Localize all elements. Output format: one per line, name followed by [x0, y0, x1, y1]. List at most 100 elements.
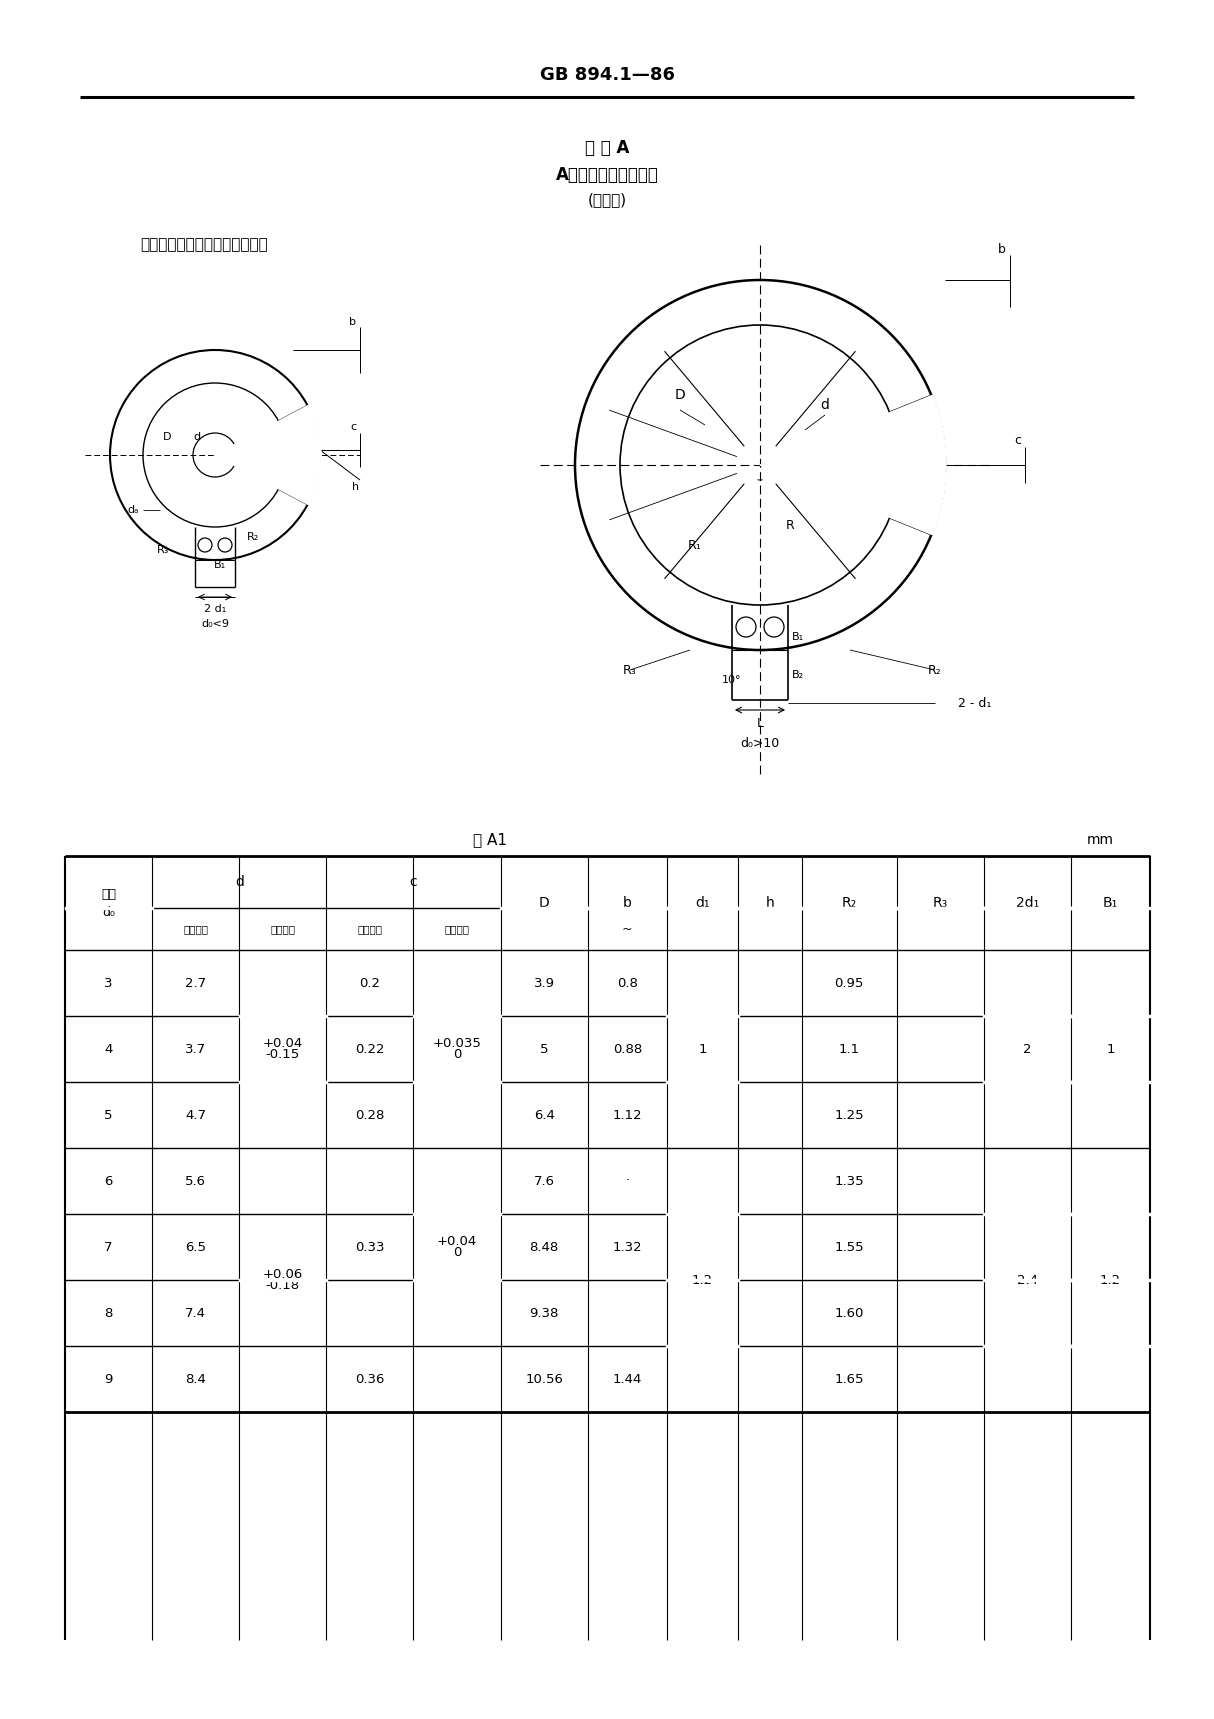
- Text: 0.28: 0.28: [356, 1109, 385, 1121]
- Text: 1.32: 1.32: [613, 1241, 642, 1253]
- Text: 8.48: 8.48: [529, 1241, 558, 1253]
- Text: ~: ~: [622, 923, 632, 935]
- Text: 1.12: 1.12: [613, 1109, 642, 1121]
- Text: d₁: d₁: [696, 896, 710, 909]
- Text: +0.06: +0.06: [262, 1269, 304, 1281]
- Text: 2.7: 2.7: [185, 976, 206, 990]
- Text: 3: 3: [104, 976, 113, 990]
- Text: 1.55: 1.55: [834, 1241, 864, 1253]
- Text: 10.56: 10.56: [526, 1372, 563, 1386]
- Text: 5: 5: [104, 1109, 113, 1121]
- Text: d: d: [821, 399, 829, 413]
- Text: GB 894.1—86: GB 894.1—86: [539, 65, 675, 84]
- Text: R₁: R₁: [688, 538, 702, 552]
- Text: 4.7: 4.7: [186, 1109, 206, 1121]
- Text: R: R: [785, 519, 794, 531]
- Text: R₃: R₃: [932, 896, 948, 909]
- Text: 0: 0: [453, 1246, 461, 1258]
- Text: 5: 5: [540, 1042, 549, 1055]
- Text: R₃: R₃: [157, 545, 169, 555]
- Text: 7.6: 7.6: [534, 1174, 555, 1188]
- Text: 2d₁: 2d₁: [1016, 896, 1039, 909]
- Text: 1.44: 1.44: [613, 1372, 642, 1386]
- Text: ·: ·: [625, 1174, 629, 1188]
- Text: h: h: [352, 481, 359, 492]
- Text: -0.15: -0.15: [266, 1049, 300, 1061]
- Text: 3.9: 3.9: [534, 976, 555, 990]
- Text: B₁: B₁: [1102, 896, 1118, 909]
- Text: c: c: [1015, 433, 1021, 447]
- Text: 4: 4: [104, 1042, 113, 1055]
- Text: 1: 1: [698, 1042, 707, 1055]
- Wedge shape: [215, 406, 320, 505]
- Text: 7.4: 7.4: [186, 1306, 206, 1320]
- Text: c: c: [350, 421, 356, 431]
- Text: 1.25: 1.25: [834, 1109, 864, 1121]
- Text: 1.60: 1.60: [834, 1306, 863, 1320]
- Text: h: h: [766, 896, 775, 909]
- Text: R₃: R₃: [623, 664, 637, 677]
- Text: 0.33: 0.33: [356, 1241, 385, 1253]
- Text: b: b: [348, 316, 356, 327]
- Text: 8: 8: [104, 1306, 113, 1320]
- Text: 1.65: 1.65: [834, 1372, 864, 1386]
- Text: R₂: R₂: [841, 896, 857, 909]
- Text: 8.4: 8.4: [186, 1372, 206, 1386]
- Text: c: c: [409, 875, 418, 889]
- Text: b: b: [998, 242, 1006, 256]
- Text: B₁: B₁: [792, 633, 804, 641]
- Text: 2 d₁: 2 d₁: [204, 603, 226, 614]
- Text: 轴径: 轴径: [101, 887, 117, 901]
- Text: 1.1: 1.1: [839, 1042, 860, 1055]
- Text: 2: 2: [1023, 1042, 1032, 1055]
- Text: L: L: [756, 717, 764, 729]
- Text: 9: 9: [104, 1372, 113, 1386]
- Text: 6.5: 6.5: [186, 1241, 206, 1253]
- Text: 10°: 10°: [722, 676, 742, 684]
- Text: R₂: R₂: [246, 531, 259, 541]
- Text: R₂: R₂: [929, 664, 942, 677]
- Text: A型轴用挡圈制造尺寸: A型轴用挡圈制造尺寸: [556, 167, 658, 184]
- Text: 3.7: 3.7: [185, 1042, 206, 1055]
- Text: d₀<9: d₀<9: [202, 619, 229, 629]
- Text: +0.04: +0.04: [437, 1234, 477, 1248]
- Text: d₀: d₀: [102, 906, 115, 918]
- Text: 7: 7: [104, 1241, 113, 1253]
- Text: d: d: [193, 431, 200, 442]
- Text: 0.95: 0.95: [834, 976, 863, 990]
- Text: 0.22: 0.22: [356, 1042, 385, 1055]
- Text: +0.035: +0.035: [432, 1037, 482, 1050]
- Text: 0: 0: [453, 1049, 461, 1061]
- Text: d₀>10: d₀>10: [741, 736, 779, 749]
- Text: 9.38: 9.38: [529, 1306, 558, 1320]
- Text: mm: mm: [1087, 834, 1113, 847]
- Text: 表 A1: 表 A1: [473, 832, 507, 847]
- Text: -0.18: -0.18: [266, 1279, 300, 1293]
- Text: 6: 6: [104, 1174, 113, 1188]
- Text: 1.2: 1.2: [692, 1274, 713, 1286]
- Text: 附 录 A: 附 录 A: [585, 139, 629, 156]
- Text: D: D: [675, 388, 686, 402]
- Text: (参考件): (参考件): [588, 193, 626, 208]
- Text: +0.04: +0.04: [262, 1037, 304, 1050]
- Text: 0.36: 0.36: [356, 1372, 385, 1386]
- Text: 0.8: 0.8: [617, 976, 637, 990]
- Text: 1: 1: [1106, 1042, 1114, 1055]
- Text: D: D: [163, 431, 171, 442]
- Text: 极限偏差: 极限偏差: [271, 925, 295, 933]
- Text: b: b: [623, 896, 631, 909]
- Text: 0.88: 0.88: [613, 1042, 642, 1055]
- Text: 1.2: 1.2: [1100, 1274, 1121, 1286]
- Text: 6.4: 6.4: [534, 1109, 555, 1121]
- Text: 本附录适用于板材一冲切工艺。: 本附录适用于板材一冲切工艺。: [140, 237, 268, 253]
- Text: dₐ: dₐ: [127, 505, 138, 516]
- Text: 5.6: 5.6: [186, 1174, 206, 1188]
- Text: d: d: [234, 875, 244, 889]
- Text: B₂: B₂: [792, 670, 804, 681]
- Text: 2.4: 2.4: [1017, 1274, 1038, 1286]
- Wedge shape: [760, 395, 946, 535]
- Text: 0.2: 0.2: [359, 976, 380, 990]
- Text: B₁: B₁: [214, 560, 226, 571]
- Text: 基本尺寸: 基本尺寸: [357, 925, 382, 933]
- Text: 基本尺寸: 基本尺寸: [183, 925, 208, 933]
